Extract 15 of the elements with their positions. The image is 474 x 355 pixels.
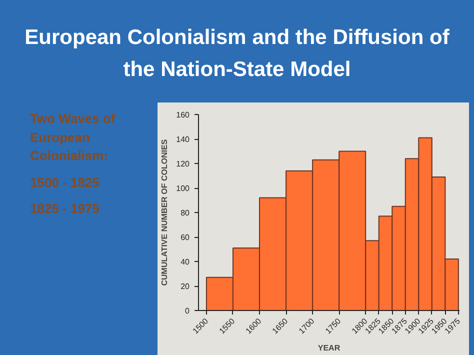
y-tick-label: 120 — [176, 160, 190, 168]
text: 1500 - 1825 — [30, 174, 100, 192]
y-axis-title: CUMULATIVE NUMBER OF COLONIES — [160, 138, 170, 286]
y-tick-label: 100 — [176, 184, 190, 193]
y-tick-label: 60 — [180, 233, 190, 242]
y-tick-label: 20 — [180, 282, 190, 291]
text: 1825 - 1975 — [30, 200, 100, 218]
text: Two Waves of European Colonialism: — [30, 110, 116, 166]
y-tick-label: 140 — [176, 135, 190, 144]
y-tick-label: 80 — [180, 208, 190, 218]
x-axis-title: YEAR — [318, 343, 340, 352]
y-tick-label: 0 — [185, 306, 190, 316]
y-tick-label: 160 — [176, 110, 190, 120]
chart-title: European Colonialism and the Diffusion of the Nation-State Model — [24, 25, 450, 82]
y-tick-label: 40 — [180, 258, 190, 266]
